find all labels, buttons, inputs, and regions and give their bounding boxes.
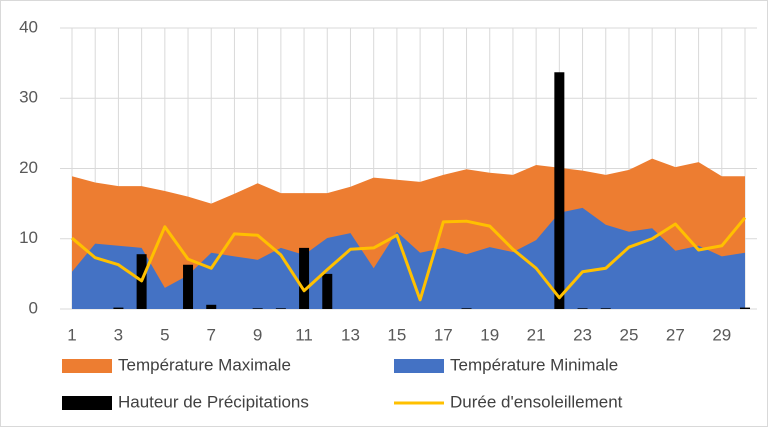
bar (183, 264, 194, 309)
legend-swatch (62, 359, 112, 373)
bar (740, 307, 750, 309)
bar (577, 308, 588, 309)
x-tick-label: 13 (341, 325, 360, 344)
bar (299, 247, 310, 309)
bar (461, 308, 472, 309)
x-tick-label: 25 (620, 325, 639, 344)
x-tick-label: 11 (295, 325, 313, 344)
lines (71, 216, 747, 302)
x-tick-label: 3 (114, 325, 123, 344)
x-tick-label: 21 (527, 325, 546, 344)
y-tick-label: 10 (19, 228, 38, 247)
legend-swatch (62, 396, 112, 410)
x-tick-label: 19 (480, 325, 499, 344)
area (72, 207, 745, 309)
x-tick-label: 27 (666, 325, 685, 344)
line (71, 216, 747, 302)
bar (113, 307, 124, 309)
bar (322, 273, 333, 309)
bar (252, 308, 263, 309)
legend-label: Hauteur de Précipitations (118, 392, 309, 411)
x-tick-label: 29 (712, 325, 731, 344)
x-tick-label: 15 (387, 325, 406, 344)
legend-swatch (394, 359, 444, 373)
legend-label: Température Minimale (450, 355, 618, 374)
x-tick-label: 7 (207, 325, 216, 344)
x-tick-label: 23 (573, 325, 592, 344)
bar (275, 308, 286, 309)
x-tick-label: 1 (67, 325, 76, 344)
areas (72, 158, 745, 309)
bar (600, 308, 611, 309)
y-tick-label: 20 (19, 158, 38, 177)
legend-label: Durée d'ensoleillement (450, 392, 623, 411)
y-tick-label: 0 (29, 298, 38, 317)
x-tick-label: 5 (160, 325, 169, 344)
bar (554, 72, 565, 309)
x-tick-label: 17 (434, 325, 453, 344)
y-tick-label: 40 (19, 17, 38, 36)
legend: Température Maximale Température Minimale… (62, 355, 623, 411)
x-tick-label: 9 (253, 325, 262, 344)
bar (206, 304, 217, 309)
legend-label: Température Maximale (118, 355, 291, 374)
y-tick-label: 30 (19, 88, 38, 107)
